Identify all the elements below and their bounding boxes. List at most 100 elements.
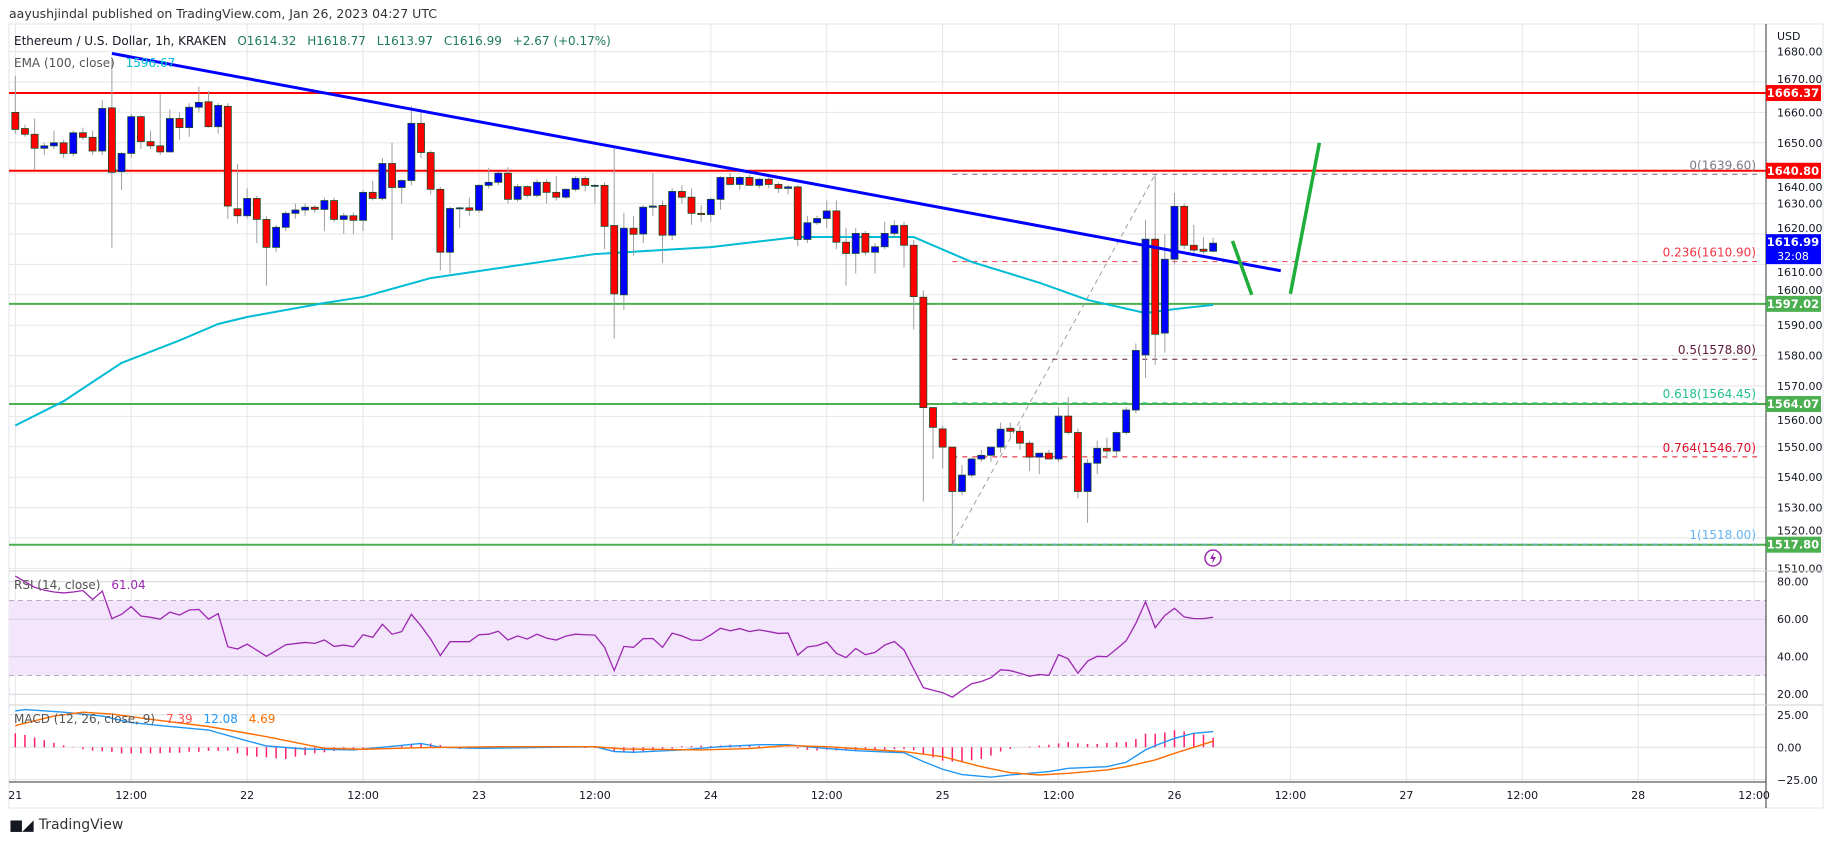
- macd-legend[interactable]: MACD (12, 26, close, 9) 7.39 12.08 4.69: [14, 712, 282, 726]
- candle-body: [1093, 447, 1102, 464]
- candle: [40, 142, 49, 155]
- candle: [1209, 237, 1218, 253]
- candle: [281, 211, 290, 231]
- time-tick-label: 12:00: [115, 789, 147, 802]
- price-tick-label: 1620.00: [1777, 222, 1823, 235]
- candle-body: [697, 212, 706, 215]
- time-tick-label: 12:00: [1738, 789, 1770, 802]
- candle-body: [194, 101, 203, 108]
- candle: [330, 197, 338, 222]
- candle: [1102, 437, 1111, 459]
- candle-body: [310, 206, 319, 210]
- price-level-badge: 1666.37: [1766, 85, 1821, 102]
- candle: [175, 112, 184, 140]
- price-tick-label: 1610.00: [1777, 266, 1823, 279]
- candle-body: [79, 132, 87, 138]
- candle-body: [774, 184, 783, 189]
- price-tick-label: 1560.00: [1777, 414, 1823, 427]
- candle-body: [1006, 427, 1015, 432]
- rsi-tick-label: 60.00: [1777, 613, 1809, 626]
- candle: [69, 130, 78, 157]
- candle: [629, 215, 638, 256]
- candle: [388, 142, 396, 241]
- candle: [552, 176, 561, 201]
- price-tick-label: 1600.00: [1777, 284, 1823, 297]
- candle: [774, 182, 783, 193]
- candle-body: [204, 101, 213, 128]
- candle-body: [784, 186, 792, 189]
- symbol-title: Ethereum / U.S. Dollar, 1h, KRAKEN: [14, 34, 227, 48]
- candle-body: [552, 191, 561, 198]
- rsi-legend[interactable]: RSI (14, close) 61.04: [14, 578, 153, 592]
- candle: [967, 457, 976, 478]
- candle-body: [1074, 432, 1082, 492]
- rsi-band: [9, 600, 1766, 676]
- candle-body: [262, 219, 271, 248]
- candle-body: [764, 178, 773, 185]
- bar-countdown-label: 32:08: [1777, 250, 1809, 263]
- badge-background: [1766, 295, 1821, 312]
- alert-icon[interactable]: [1204, 549, 1222, 567]
- macd-tick-label: 0.00: [1777, 741, 1802, 754]
- candle: [619, 212, 628, 310]
- candle: [890, 220, 899, 238]
- candle-body: [494, 172, 503, 183]
- candle: [726, 173, 735, 186]
- candle-body: [610, 225, 619, 295]
- candle: [1189, 224, 1198, 256]
- axes: 21 12:00 22 12:00 23 12:00 24 12:00 25 12:00 26 12:…: [8, 24, 1823, 808]
- fib-level-label: 0.618(1564.45): [1663, 387, 1756, 401]
- candle-body: [619, 227, 628, 296]
- candle: [513, 183, 522, 203]
- candle: [50, 130, 58, 149]
- price-pane: 0(1639.60) 0.236(1610.90) 0.5(1578.80) 0.61…: [9, 51, 1766, 546]
- open-value: O1614.32: [237, 34, 297, 48]
- candle: [987, 446, 995, 462]
- candle-body: [1170, 205, 1179, 260]
- candle: [494, 171, 503, 186]
- candle-body: [1035, 452, 1044, 458]
- candle-body: [1122, 409, 1131, 433]
- candle-body: [600, 184, 609, 227]
- candle: [861, 230, 870, 256]
- candle-body: [136, 116, 145, 142]
- candle-body: [533, 181, 541, 196]
- candle: [668, 188, 677, 241]
- candle: [697, 205, 706, 222]
- candle-body: [880, 232, 889, 248]
- candle: [1112, 431, 1121, 456]
- candle: [504, 167, 512, 204]
- candle: [687, 188, 696, 225]
- candle-body: [21, 128, 29, 135]
- candle-body: [929, 407, 937, 428]
- candle-body: [1189, 244, 1198, 251]
- candle-body: [1083, 462, 1092, 492]
- candle-body: [832, 210, 841, 243]
- candle: [591, 183, 599, 204]
- badge-label: 1517.80: [1767, 538, 1819, 552]
- candle: [822, 200, 831, 228]
- candle: [436, 186, 445, 271]
- tradingview-logo[interactable]: ■◢ TradingView: [9, 816, 123, 834]
- rsi-pane: [9, 575, 1766, 698]
- price-tick-label: 1630.00: [1777, 198, 1823, 211]
- candle: [813, 215, 821, 225]
- candle: [996, 422, 1005, 453]
- candle-body: [407, 122, 416, 181]
- candle: [426, 150, 435, 195]
- candle-body: [252, 198, 261, 220]
- candle-body: [562, 188, 570, 198]
- high-value: H1618.77: [307, 34, 366, 48]
- candle: [1180, 203, 1189, 250]
- candle-body: [156, 145, 165, 153]
- price-tick-label: 1640.00: [1777, 181, 1823, 194]
- macd-signal-line: [15, 711, 1214, 776]
- candle: [484, 167, 493, 189]
- candle: [1160, 234, 1169, 353]
- ema-legend[interactable]: EMA (100, close) 1596.67: [14, 56, 182, 70]
- candle: [1199, 237, 1208, 254]
- candle: [1141, 219, 1150, 379]
- rsi-tick-label: 40.00: [1777, 651, 1809, 664]
- candle-body: [349, 215, 358, 221]
